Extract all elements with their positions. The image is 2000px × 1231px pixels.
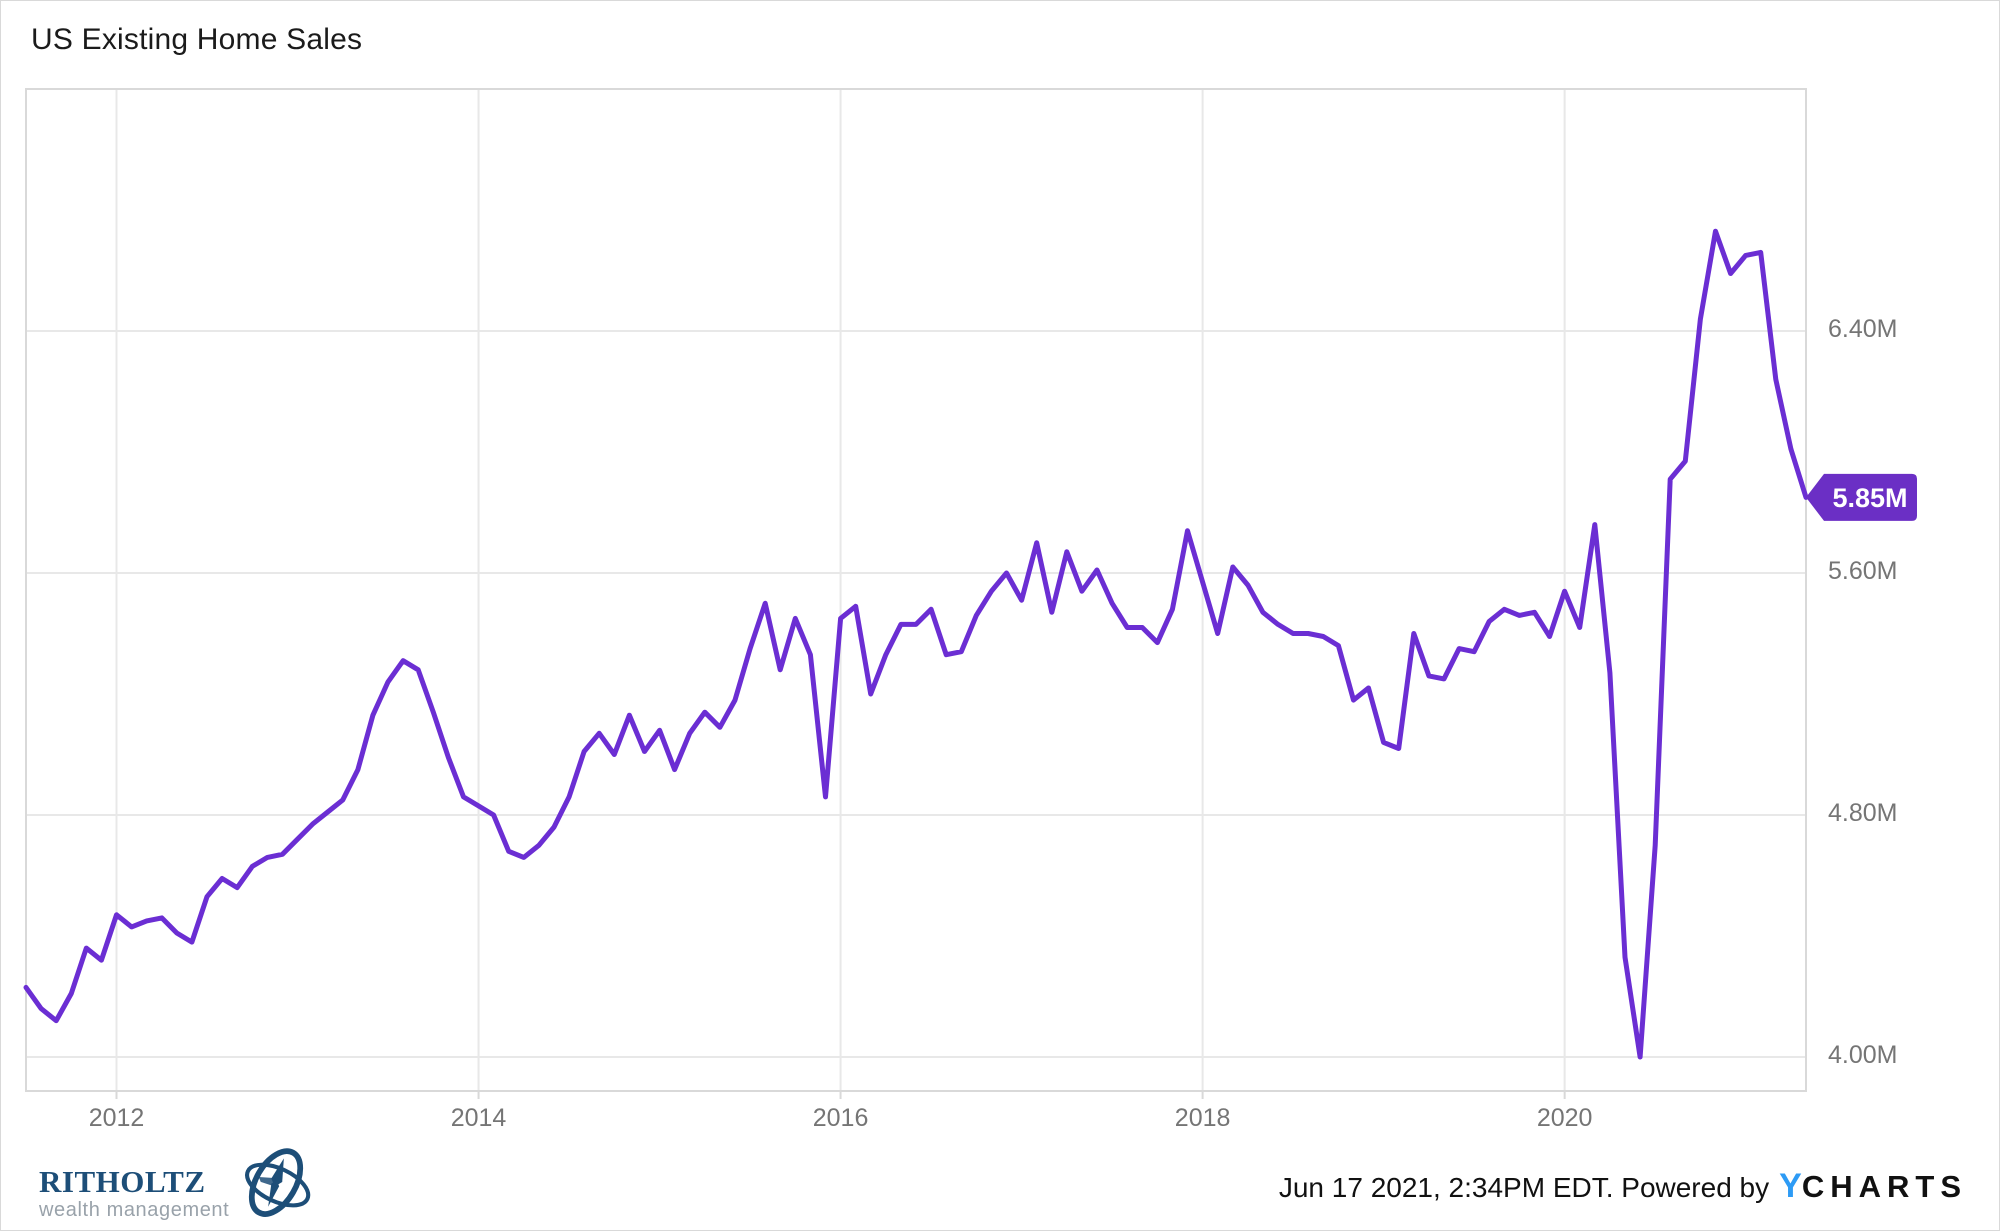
ritholtz-logo-subtitle: wealth management [39, 1199, 230, 1221]
ritholtz-logo: RITHOLTZ wealth management [39, 1144, 317, 1222]
x-tick-label: 2016 [812, 1104, 869, 1132]
y-tick-label: 4.00M [1828, 1041, 1898, 1069]
ycharts-logo-y: Y [1779, 1167, 1802, 1205]
y-tick-label: 5.60M [1828, 557, 1898, 585]
x-tick-label: 2020 [1536, 1104, 1593, 1132]
ycharts-logo-text: CHARTS [1801, 1169, 1967, 1204]
ritholtz-logo-name: RITHOLTZ [39, 1164, 206, 1199]
globe-icon [245, 1148, 311, 1217]
latest-value-badge: 5.85M [1832, 483, 1908, 514]
page-title: US Existing Home Sales [31, 23, 363, 56]
attribution: Jun 17 2021, 2:34PM EDT. Powered by Y CH… [1279, 1169, 1967, 1204]
x-tick-label: 2014 [450, 1104, 507, 1132]
x-tick-label: 2012 [88, 1104, 145, 1132]
y-tick-label: 4.80M [1828, 799, 1898, 827]
timestamp: Jun 17 2021, 2:34PM EDT. Powered by [1278, 1172, 1770, 1203]
x-tick-label: 2018 [1174, 1104, 1231, 1132]
y-tick-label: 6.40M [1828, 315, 1898, 343]
